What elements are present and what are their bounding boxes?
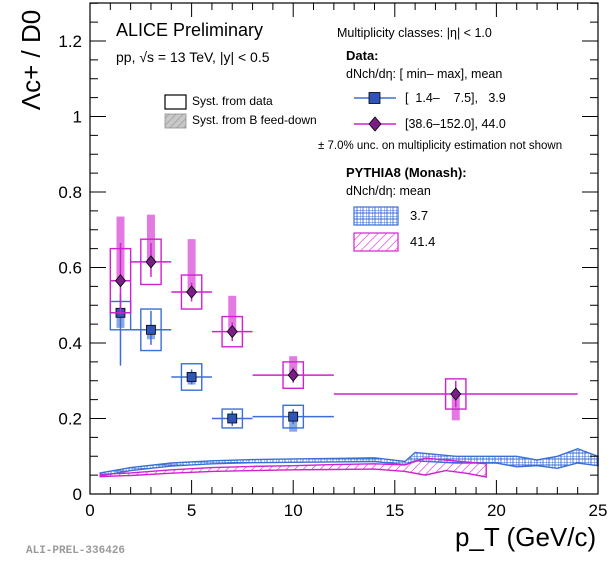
pythia-band-high [99, 457, 487, 478]
data-point-high-4 [287, 368, 299, 382]
watermark: ALI-PREL-336426 [26, 545, 126, 557]
legend-data-columns: dNch/dη: [ min– max], mean [346, 67, 503, 81]
legend-syst-bfeed-label: Syst. from B feed-down [192, 113, 317, 127]
x-tick-label-0: 0 [85, 501, 94, 520]
legend-pythia-header: PYTHIA8 (Monash): [346, 165, 467, 180]
legend [164, 92, 399, 252]
y-tick-label-6: 1.2 [58, 32, 82, 51]
legend-data-high-label: [38.6–152.0], 44.0 [405, 117, 506, 131]
legend-mult-header: Multiplicity classes: |η| < 1.0 [337, 26, 492, 40]
data-point-high-0 [114, 274, 127, 288]
legend-data-high-marker [368, 116, 382, 132]
legend-data-low-label: [ 1.4– 7.5], 3.9 [405, 91, 506, 105]
y-tick-label-2: 0.4 [58, 334, 82, 353]
y-tick-label-5: 1 [73, 108, 82, 127]
legend-pythia-low-label: 3.7 [410, 208, 429, 223]
chart-title: ALICE Preliminary [116, 20, 264, 40]
legend-uncertainty-note: ± 7.0% unc. on multiplicity estimation n… [318, 140, 563, 152]
x-tick-label-5: 5 [187, 501, 196, 520]
axis-layer: 0 5 10 15 20 25 0 0.2 0.4 0.6 0.8 1 1.2 [58, 2, 608, 520]
x-tick-label-25: 25 [589, 501, 608, 520]
legend-pythia-low-swatch [353, 206, 399, 226]
data-point-low-2 [186, 372, 197, 382]
data-point-high-5 [450, 387, 462, 401]
y-tick-label-1: 0.2 [58, 410, 82, 429]
bfeed-box-high-4 [289, 356, 298, 376]
x-axis-label: p_T (GeV/c) [455, 522, 597, 552]
data-point-high-3 [226, 325, 238, 339]
y-axis-label: Λc+ / D0 [16, 10, 46, 110]
legend-pythia-high-label: 41.4 [410, 234, 436, 249]
bfeed-box-high-3 [228, 295, 237, 332]
y-tick-label-3: 0.6 [58, 259, 82, 278]
legend-pythia-high-swatch [353, 232, 399, 252]
data-point-high-2 [186, 285, 198, 299]
plot-layer [99, 214, 599, 478]
y-tick-label-4: 0.8 [58, 183, 82, 202]
bfeed-box-high-2 [187, 239, 196, 293]
legend-syst-bfeed-swatch [164, 113, 187, 129]
legend-data-header: Data: [346, 48, 379, 63]
x-tick-label-10: 10 [284, 501, 303, 520]
x-tick-label-15: 15 [385, 501, 404, 520]
bfeed-box-high-1 [146, 214, 155, 262]
y-tick-label-0: 0 [73, 485, 82, 504]
legend-syst-data-label: Syst. from data [192, 94, 273, 108]
data-point-high-1 [145, 255, 157, 269]
legend-pythia-columns: dNch/dη: mean [346, 184, 431, 198]
chart-subtitle: pp, √s = 13 TeV, |y| < 0.5 [116, 49, 270, 65]
data-point-low-1 [146, 324, 156, 335]
plot-frame [89, 2, 599, 495]
data-point-low-3 [227, 413, 238, 424]
legend-syst-data-swatch [164, 94, 187, 110]
data-point-low-4 [288, 411, 299, 422]
x-tick-label-20: 20 [487, 501, 506, 520]
legend-data-low-marker [368, 92, 381, 104]
